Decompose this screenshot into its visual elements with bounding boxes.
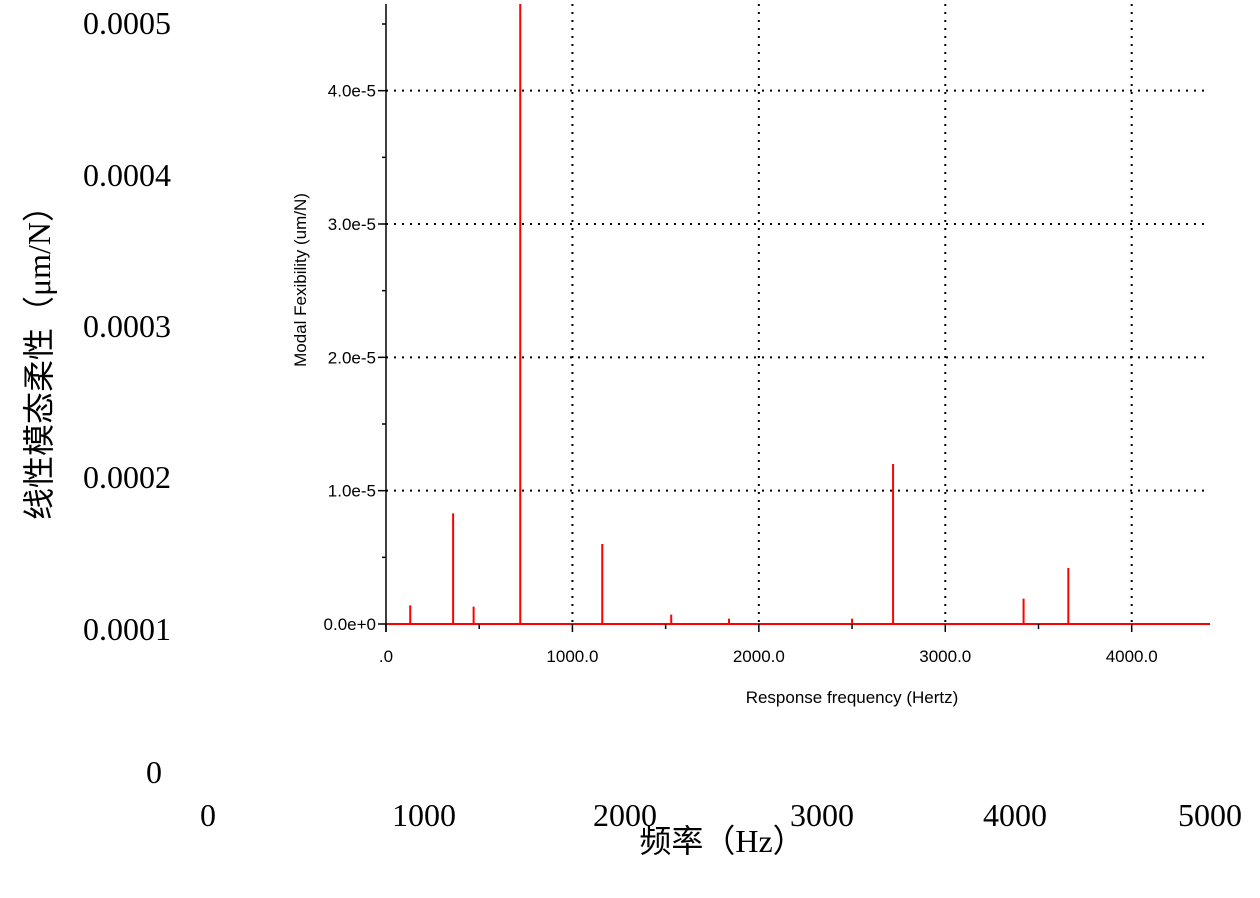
y-tick-label: 3.0e-5 — [328, 215, 376, 234]
x-tick-label: 1000.0 — [546, 647, 598, 666]
outer-axes: 线性模态柔性（μm/N） 频率（Hz） 0.0005 0.0004 0.0003… — [21, 5, 1242, 859]
outer-y-tick-label: 0.0005 — [83, 5, 171, 41]
y-tick-label: 1.0e-5 — [328, 482, 376, 501]
outer-y-tick-label: 0 — [146, 754, 162, 790]
y-tick-label: 4.0e-5 — [328, 82, 376, 101]
outer-x-axis-label: 频率（Hz） — [639, 823, 804, 859]
x-tick-label: .0 — [379, 647, 393, 666]
outer-x-tick-label: 5000 — [1178, 797, 1242, 833]
x-tick-label: 2000.0 — [733, 647, 785, 666]
outer-y-tick-label: 0.0003 — [83, 308, 171, 344]
outer-y-tick-label: 0.0004 — [83, 157, 171, 193]
x-tick-label: 3000.0 — [919, 647, 971, 666]
outer-y-tick-label: 0.0002 — [83, 459, 171, 495]
inner-bars — [386, 4, 1210, 625]
outer-x-tick-label: 1000 — [392, 797, 456, 833]
outer-x-tick-label: 2000 — [593, 797, 657, 833]
outer-y-tick-label: 0.0001 — [83, 611, 171, 647]
outer-x-tick-label: 4000 — [983, 797, 1047, 833]
inner-grid — [386, 4, 1210, 624]
inner-axes — [378, 4, 1133, 632]
x-tick-label: 4000.0 — [1106, 647, 1158, 666]
outer-y-axis-label: 线性模态柔性（μm/N） — [21, 190, 57, 520]
outer-x-tick-label: 0 — [200, 797, 216, 833]
outer-x-tick-label: 3000 — [790, 797, 854, 833]
inner-tick-labels: 0.0e+0 1.0e-5 2.0e-5 3.0e-5 4.0e-5 .0 1000.0 20… — [324, 82, 1158, 666]
inner-x-axis-label: Response frequency (Hertz) — [746, 688, 959, 707]
y-tick-label: 2.0e-5 — [328, 348, 376, 367]
y-tick-label: 0.0e+0 — [324, 615, 376, 634]
inner-y-axis-label: Modal Fexibility (um/N) — [291, 193, 310, 367]
